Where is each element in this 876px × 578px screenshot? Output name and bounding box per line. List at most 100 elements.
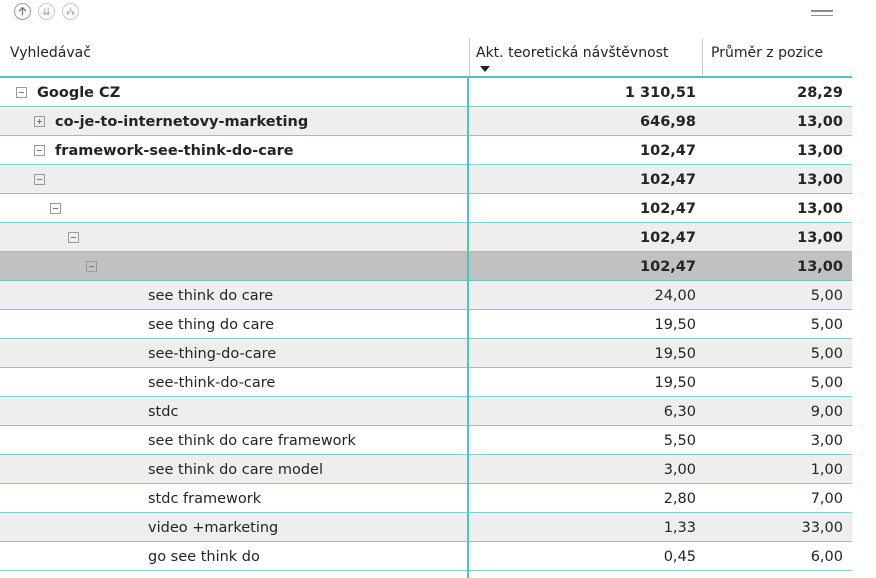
row-label: co-je-to-internetovy-marketing [55, 113, 309, 130]
cell-prumer-pozice: 5,00 [810, 345, 843, 362]
cell-prumer-pozice: 5,00 [810, 287, 843, 304]
row-label-cell: see-thing-do-care [148, 339, 276, 368]
table-row[interactable]: see think do care model 3,00 1,00 [0, 455, 852, 484]
row-divider [0, 367, 852, 368]
row-label-cell: stdc [148, 397, 178, 426]
row-label-cell: Google CZ [16, 78, 120, 107]
row-label-cell [86, 252, 107, 281]
cell-prumer-pozice: 13,00 [797, 229, 843, 246]
table-row[interactable]: see thing do care 19,50 5,00 [0, 310, 852, 339]
row-label-cell: co-je-to-internetovy-marketing [34, 107, 308, 136]
cell-navstevnost: 19,50 [654, 345, 696, 362]
row-label-cell: see thing do care [148, 310, 274, 339]
cell-prumer-pozice: 13,00 [797, 142, 843, 159]
cell-navstevnost: 102,47 [640, 171, 696, 188]
cell-prumer-pozice: 5,00 [810, 374, 843, 391]
row-label-cell: see think do care model [148, 455, 323, 484]
collapse-minus-icon[interactable] [50, 203, 61, 214]
cell-prumer-pozice: 13,00 [797, 171, 843, 188]
column-header-navstevnost[interactable]: Akt. teoretická návštěvnost [476, 45, 669, 61]
row-label: see think do care [148, 287, 274, 304]
row-divider [0, 570, 852, 571]
row-label-cell: see-think-do-care [148, 368, 275, 397]
row-label-cell: go see think do [148, 542, 260, 571]
row-label: stdc [148, 403, 179, 420]
row-label: video +marketing [148, 519, 279, 536]
header-divider [0, 76, 852, 78]
column-divider[interactable] [702, 38, 703, 76]
table-row[interactable]: see think do care 24,00 5,00 [0, 281, 852, 310]
row-divider [0, 193, 852, 194]
table-row[interactable]: see-think-do-care 19,50 5,00 [0, 368, 852, 397]
cell-navstevnost: 3,00 [663, 461, 696, 478]
expand-all-icon[interactable] [38, 3, 55, 20]
table-row[interactable]: 102,47 13,00 [0, 223, 852, 252]
table-row[interactable]: see-thing-do-care 19,50 5,00 [0, 339, 852, 368]
collapse-minus-icon[interactable] [68, 232, 79, 243]
drill-down-icon[interactable] [62, 3, 79, 20]
row-label-cell: see think do care framework [148, 426, 356, 455]
column-header-prumer-pozice[interactable]: Průměr z pozice [711, 45, 824, 61]
cell-navstevnost: 1,33 [663, 519, 696, 536]
cell-prumer-pozice: 9,00 [810, 403, 843, 420]
collapse-minus-icon[interactable] [86, 261, 97, 272]
row-divider [0, 425, 852, 426]
row-label-cell [50, 194, 71, 223]
table-row[interactable]: framework-see-think-do-care 102,47 13,00 [0, 136, 852, 165]
row-header-divider [467, 78, 469, 578]
row-divider [0, 135, 852, 136]
row-label: Google CZ [37, 84, 121, 101]
sort-descending-icon [480, 66, 490, 72]
row-divider [0, 483, 852, 484]
row-label: go see think do [148, 548, 260, 565]
table-row[interactable]: go see think do 0,45 6,00 [0, 542, 852, 571]
row-label: see-think-do-care [148, 374, 276, 391]
visual-header [0, 0, 876, 30]
table-row[interactable]: stdc 6,30 9,00 [0, 397, 852, 426]
row-label-cell [34, 165, 55, 194]
table-row[interactable]: stdc framework 2,80 7,00 [0, 484, 852, 513]
cell-navstevnost: 5,50 [663, 432, 696, 449]
row-label: stdc framework [148, 490, 262, 507]
collapse-minus-icon[interactable] [34, 145, 45, 156]
row-divider [0, 454, 852, 455]
table-row[interactable]: 102,47 13,00 [0, 165, 852, 194]
row-divider [0, 396, 852, 397]
cell-prumer-pozice: 13,00 [797, 113, 843, 130]
row-label: see think do care framework [148, 432, 356, 449]
column-divider[interactable] [469, 38, 470, 76]
table-row[interactable]: 102,47 13,00 [0, 252, 852, 281]
drill-up-icon[interactable] [14, 3, 31, 20]
cell-navstevnost: 102,47 [640, 229, 696, 246]
cell-prumer-pozice: 13,00 [797, 258, 843, 275]
row-label: see-thing-do-care [148, 345, 277, 362]
cell-navstevnost: 646,98 [640, 113, 696, 130]
table-row[interactable]: see think do care framework 5,50 3,00 [0, 426, 852, 455]
row-divider [0, 512, 852, 513]
cell-prumer-pozice: 5,00 [810, 316, 843, 333]
row-divider [0, 164, 852, 165]
table-row[interactable]: video +marketing 1,33 33,00 [0, 513, 852, 542]
table-row[interactable]: 102,47 13,00 [0, 194, 852, 223]
row-label: framework-see-think-do-care [55, 142, 294, 159]
cell-navstevnost: 102,47 [640, 200, 696, 217]
table-row[interactable]: Google CZ 1 310,51 28,29 [0, 78, 852, 107]
cell-prumer-pozice: 7,00 [810, 490, 843, 507]
cell-navstevnost: 24,00 [654, 287, 696, 304]
row-divider [0, 251, 852, 252]
cell-prumer-pozice: 28,29 [797, 84, 843, 101]
cell-navstevnost: 102,47 [640, 142, 696, 159]
cell-navstevnost: 102,47 [640, 258, 696, 275]
cell-prumer-pozice: 1,00 [810, 461, 843, 478]
focus-mode-icon[interactable] [811, 10, 833, 19]
collapse-minus-icon[interactable] [34, 174, 45, 185]
column-header-vyhledavac[interactable]: Vyhledávač [10, 45, 91, 61]
table-row[interactable]: co-je-to-internetovy-marketing 646,98 13,0… [0, 107, 852, 136]
cell-navstevnost: 0,45 [663, 548, 696, 565]
row-label-cell: stdc framework [148, 484, 261, 513]
row-divider [0, 280, 852, 281]
collapse-minus-icon[interactable] [16, 87, 27, 98]
row-label-cell: framework-see-think-do-care [34, 136, 294, 165]
expand-plus-icon[interactable] [34, 116, 45, 127]
row-divider [0, 541, 852, 542]
